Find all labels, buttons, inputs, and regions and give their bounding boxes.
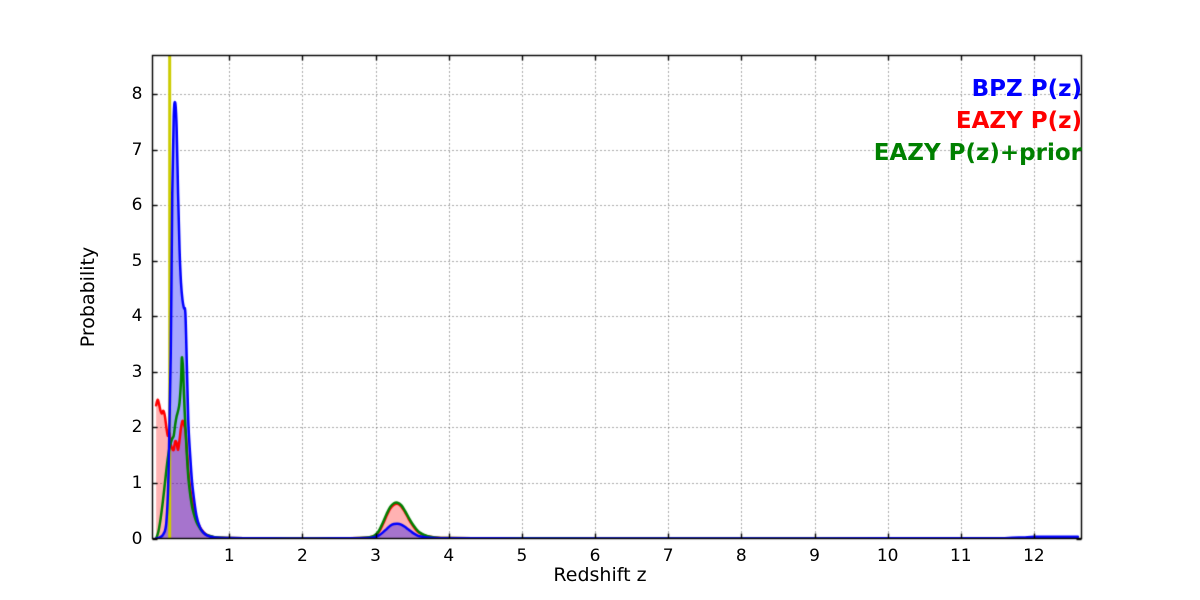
legend-entry-eazy-prior: EAZY P(z)+prior <box>873 140 1082 166</box>
x-tick-label: 6 <box>589 545 601 566</box>
x-tick-label: 11 <box>949 545 972 566</box>
legend-entry-bpz: BPZ P(z) <box>971 76 1082 102</box>
y-tick-label: 8 <box>131 84 143 105</box>
legend-entry-eazy: EAZY P(z) <box>955 108 1082 134</box>
y-tick-label: 6 <box>131 195 143 216</box>
y-tick-label: 5 <box>131 250 143 271</box>
x-tick-label: 10 <box>876 545 899 566</box>
x-tick-label: 9 <box>809 545 820 566</box>
x-tick-label: 8 <box>735 545 747 566</box>
x-tick-label: 3 <box>370 545 382 566</box>
x-tick-label: 7 <box>662 545 674 566</box>
x-tick-label: 5 <box>516 545 528 566</box>
y-tick-label: 0 <box>131 528 143 549</box>
y-tick-label: 7 <box>131 139 143 160</box>
y-tick-label: 3 <box>131 361 143 382</box>
y-tick-label: 4 <box>131 306 143 327</box>
x-tick-label: 4 <box>443 545 455 566</box>
x-tick-label: 2 <box>297 545 308 566</box>
legend: BPZ P(z) EAZY P(z) EAZY P(z)+prior <box>682 76 1082 172</box>
y-tick-label: 1 <box>131 472 143 493</box>
x-tick-label: 1 <box>223 545 235 566</box>
y-axis-label: Probability <box>77 246 99 348</box>
y-tick-label: 2 <box>131 417 143 438</box>
x-axis-label: Redshift z <box>553 564 647 586</box>
x-tick-label: 12 <box>1023 545 1045 566</box>
